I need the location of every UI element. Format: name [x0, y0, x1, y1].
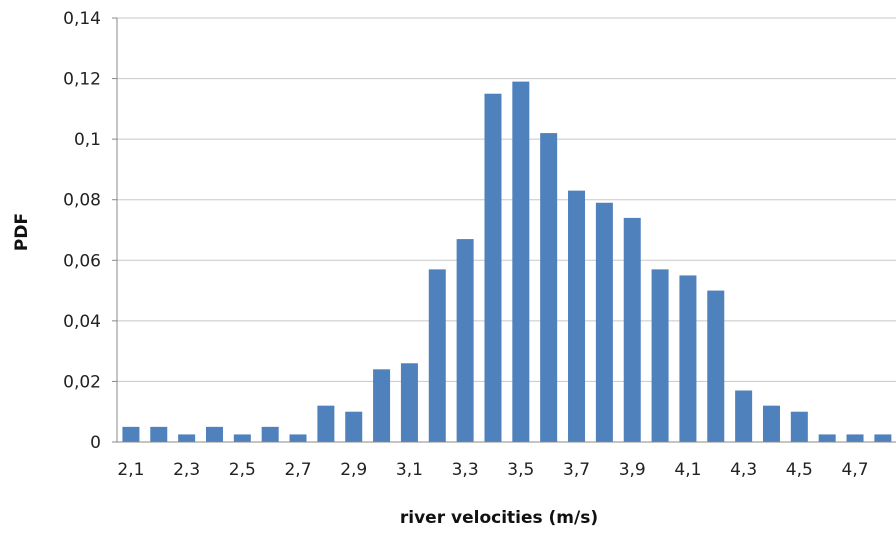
x-tick-label: 4,3: [730, 460, 757, 480]
x-tick-label: 2,3: [173, 460, 200, 480]
bar: [261, 426, 279, 442]
y-tick-label: 0,12: [63, 70, 101, 90]
x-tick-label: 2,7: [284, 460, 311, 480]
bar: [205, 426, 223, 442]
bar: [400, 363, 418, 442]
bar: [122, 426, 140, 442]
y-tick-label: 0,14: [63, 9, 101, 29]
x-tick-label: 3,9: [619, 460, 646, 480]
bar: [289, 434, 307, 442]
x-tick-label: 2,1: [117, 460, 144, 480]
bar: [233, 434, 251, 442]
axes: [112, 17, 896, 443]
bar: [373, 369, 391, 442]
x-tick-labels: 2,1 2,3 2,5 2,7 2,9 3,1 3,3 3,5 3,7 3,9 4,1 4,3 4,5 4…: [117, 460, 868, 480]
bar: [679, 275, 697, 442]
x-tick-label: 3,7: [563, 460, 590, 480]
y-tick-label: 0: [90, 433, 101, 453]
y-axis-title: PDF: [12, 213, 32, 251]
bar: [818, 434, 836, 442]
x-tick-label: 4,1: [674, 460, 701, 480]
y-tick-label: 0,02: [63, 372, 101, 392]
bar: [150, 426, 168, 442]
bar: [623, 217, 641, 442]
bar: [484, 93, 502, 443]
x-tick-label: 4,7: [842, 460, 869, 480]
x-tick-label: 2,5: [229, 460, 256, 480]
bar: [735, 390, 753, 442]
bar: [317, 405, 335, 442]
y-tick-label: 0,06: [63, 251, 101, 271]
bar: [512, 81, 530, 442]
bar: [874, 434, 892, 442]
bar: [540, 133, 558, 442]
y-tick-label: 0,1: [74, 130, 101, 150]
bar: [790, 411, 808, 442]
bar: [456, 239, 474, 442]
x-tick-label: 3,3: [452, 460, 479, 480]
bar: [846, 434, 864, 442]
bar: [345, 411, 363, 442]
y-tick-label: 0,08: [63, 191, 101, 211]
x-tick-label: 4,5: [786, 460, 813, 480]
bar: [707, 290, 725, 442]
bar: [651, 269, 669, 442]
y-tick-labels: 0 0,02 0,04 0,06 0,08 0,1 0,12 0,14: [63, 9, 101, 453]
x-tick-label: 3,1: [396, 460, 423, 480]
bar: [428, 269, 446, 442]
y-tick-label: 0,04: [63, 312, 101, 332]
bars: [122, 81, 892, 443]
x-tick-label: 3,5: [507, 460, 534, 480]
bar: [568, 190, 586, 442]
bar: [178, 434, 196, 442]
gridlines: [117, 17, 896, 382]
x-tick-label: 2,9: [340, 460, 367, 480]
x-axis-title: river velocities (m/s): [400, 508, 598, 528]
bar: [595, 202, 613, 442]
bar: [762, 405, 780, 442]
